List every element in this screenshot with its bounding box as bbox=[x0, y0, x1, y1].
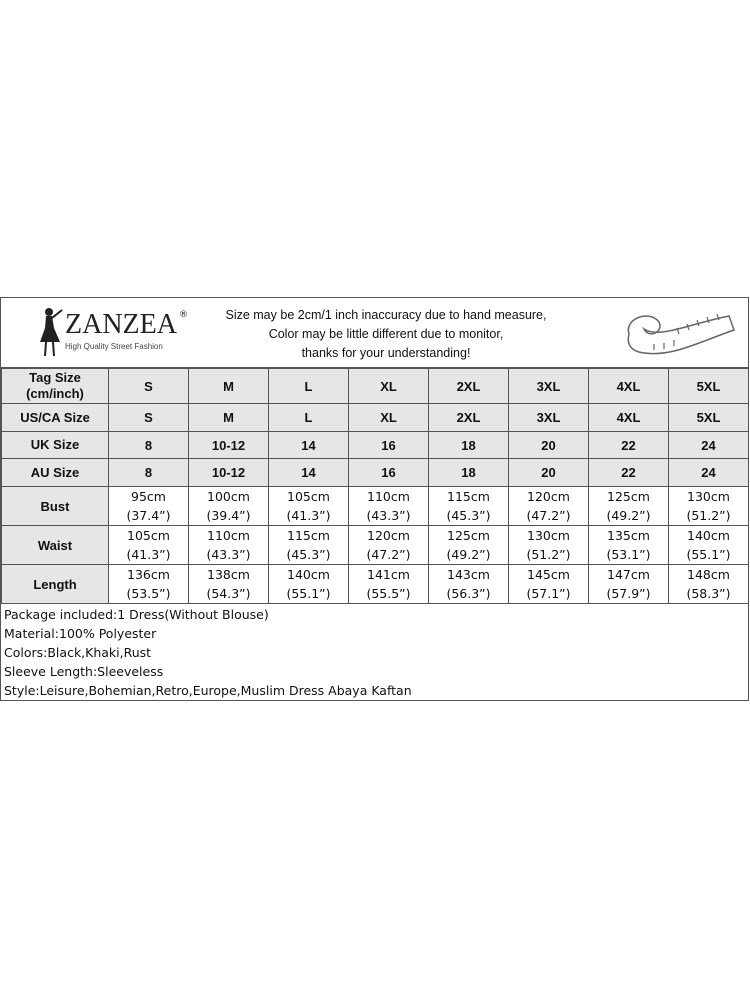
disclaimer-notes: Size may be 2cm/1 inch inaccuracy due to… bbox=[225, 308, 547, 360]
measurement-row: Length 136cm (53.5”) 138cm (54.3”) 140cm (55.1… bbox=[1, 564, 749, 604]
measurement-cell: 136cm (53.5”) bbox=[108, 564, 189, 604]
brand-logo: ZANZEA ® High Quality Street Fashion bbox=[35, 306, 195, 360]
registered-mark: ® bbox=[178, 310, 188, 320]
measurement-cell: 125cm (49.2”) bbox=[428, 525, 509, 565]
size-cell: M bbox=[188, 368, 269, 404]
size-cell: 22 bbox=[588, 431, 669, 459]
size-row: UK Size 8 10-12 14 16 18 20 22 24 bbox=[1, 431, 749, 459]
row-label: Waist bbox=[1, 525, 109, 565]
size-cell: 16 bbox=[348, 431, 429, 459]
measurement-cell: 120cm (47.2”) bbox=[508, 486, 589, 526]
colors-info: Colors:Black,Khaki,Rust bbox=[4, 645, 152, 660]
size-cell: 22 bbox=[588, 458, 669, 487]
size-cell: 20 bbox=[508, 431, 589, 459]
size-cell: 24 bbox=[668, 458, 749, 487]
size-cell: 2XL bbox=[428, 368, 509, 404]
size-cell: 3XL bbox=[508, 403, 589, 432]
measurement-cell: 95cm (37.4”) bbox=[108, 486, 189, 526]
size-cell: 4XL bbox=[588, 403, 669, 432]
size-row: AU Size 8 10-12 14 16 18 20 22 24 bbox=[1, 458, 749, 487]
size-cell: 16 bbox=[348, 458, 429, 487]
size-chart: ZANZEA ® High Quality Street Fashion Siz… bbox=[0, 297, 749, 701]
brand-tagline: High Quality Street Fashion bbox=[65, 342, 163, 351]
measurement-cell: 130cm (51.2”) bbox=[668, 486, 749, 526]
size-cell: XL bbox=[348, 368, 429, 404]
measuring-tape-icon bbox=[627, 313, 735, 355]
size-cell: S bbox=[108, 368, 189, 404]
size-cell: 5XL bbox=[668, 403, 749, 432]
woman-silhouette-icon bbox=[40, 308, 63, 357]
size-cell: 10-12 bbox=[188, 458, 269, 487]
measurement-cell: 147cm (57.9”) bbox=[588, 564, 669, 604]
material-info: Material:100% Polyester bbox=[4, 626, 157, 641]
size-cell: 18 bbox=[428, 458, 509, 487]
measurement-cell: 145cm (57.1”) bbox=[508, 564, 589, 604]
row-label: Length bbox=[1, 564, 109, 604]
size-cell: 14 bbox=[268, 458, 349, 487]
measurement-cell: 140cm (55.1”) bbox=[668, 525, 749, 565]
measurement-cell: 140cm (55.1”) bbox=[268, 564, 349, 604]
size-cell: 10-12 bbox=[188, 431, 269, 459]
size-cell: 24 bbox=[668, 431, 749, 459]
size-cell: L bbox=[268, 368, 349, 404]
brand-name: ZANZEA bbox=[65, 309, 177, 340]
size-cell: 4XL bbox=[588, 368, 669, 404]
size-cell: M bbox=[188, 403, 269, 432]
size-cell: 18 bbox=[428, 431, 509, 459]
measurement-cell: 141cm (55.5”) bbox=[348, 564, 429, 604]
measurement-cell: 105cm (41.3”) bbox=[268, 486, 349, 526]
measurement-cell: 130cm (51.2”) bbox=[508, 525, 589, 565]
size-cell: XL bbox=[348, 403, 429, 432]
size-cell: S bbox=[108, 403, 189, 432]
measurement-cell: 100cm (39.4”) bbox=[188, 486, 269, 526]
size-cell: 14 bbox=[268, 431, 349, 459]
row-label: AU Size bbox=[1, 458, 109, 487]
size-cell: 5XL bbox=[668, 368, 749, 404]
measurement-cell: 110cm (43.3”) bbox=[348, 486, 429, 526]
measurement-row: Waist 105cm (41.3”) 110cm (43.3”) 115cm (45.3”… bbox=[1, 525, 749, 565]
measurement-cell: 138cm (54.3”) bbox=[188, 564, 269, 604]
size-cell: 20 bbox=[508, 458, 589, 487]
measurement-row: Bust 95cm (37.4”) 100cm (39.4”) 105cm (41.3”) 1… bbox=[1, 486, 749, 526]
chart-header: ZANZEA ® High Quality Street Fashion Siz… bbox=[1, 298, 748, 368]
measurement-cell: 135cm (53.1”) bbox=[588, 525, 669, 565]
row-label: US/CA Size bbox=[1, 403, 109, 432]
size-cell: L bbox=[268, 403, 349, 432]
row-label: Tag Size (cm/inch) bbox=[1, 368, 109, 404]
size-cell: 3XL bbox=[508, 368, 589, 404]
measurement-cell: 115cm (45.3”) bbox=[428, 486, 509, 526]
size-row: US/CA Size S M L XL 2XL 3XL 4XL 5XL bbox=[1, 403, 749, 432]
size-row: Tag Size (cm/inch) S M L XL 2XL 3XL 4XL 5XL bbox=[1, 368, 749, 404]
package-info: Package included:1 Dress(Without Blouse) bbox=[4, 607, 269, 622]
measurement-cell: 148cm (58.3”) bbox=[668, 564, 749, 604]
row-label: Bust bbox=[1, 486, 109, 526]
measurement-cell: 143cm (56.3”) bbox=[428, 564, 509, 604]
style-info: Style:Leisure,Bohemian,Retro,Europe,Musl… bbox=[4, 683, 412, 698]
measurement-cell: 125cm (49.2”) bbox=[588, 486, 669, 526]
sleeve-info: Sleeve Length:Sleeveless bbox=[4, 664, 164, 679]
row-label: UK Size bbox=[1, 431, 109, 459]
size-cell: 2XL bbox=[428, 403, 509, 432]
size-table: Tag Size (cm/inch) S M L XL 2XL 3XL 4XL 5XL US/CA … bbox=[1, 368, 749, 604]
product-info: Package included:1 Dress(Without Blouse)… bbox=[1, 604, 748, 701]
size-cell: 8 bbox=[108, 458, 189, 487]
measurement-cell: 110cm (43.3”) bbox=[188, 525, 269, 565]
size-cell: 8 bbox=[108, 431, 189, 459]
measurement-cell: 105cm (41.3”) bbox=[108, 525, 189, 565]
measurement-cell: 120cm (47.2”) bbox=[348, 525, 429, 565]
measurement-cell: 115cm (45.3”) bbox=[268, 525, 349, 565]
